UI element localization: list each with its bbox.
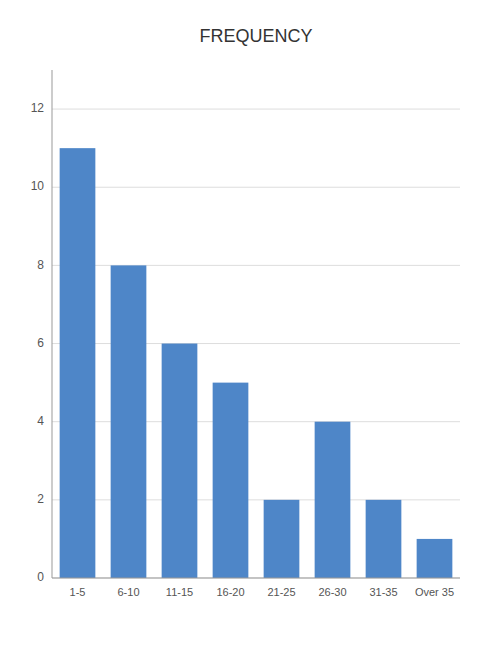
x-tick-label: 21-25 [267, 586, 295, 598]
bars [60, 148, 453, 578]
y-axis-line [52, 70, 53, 578]
y-tick-label: 2 [37, 492, 44, 506]
chart-svg: FREQUENCY 0 2 4 6 8 10 12 1-5 6-10 11-15 16-20 21-25… [0, 0, 480, 648]
x-tick-label: 16-20 [216, 586, 244, 598]
grid-line [52, 109, 460, 110]
bar [366, 500, 402, 578]
bar [162, 344, 198, 578]
x-tick-label: 26-30 [318, 586, 346, 598]
bar [417, 539, 453, 578]
y-tick-label: 12 [31, 101, 45, 115]
bar [264, 500, 300, 578]
bar [60, 148, 96, 578]
y-tick-label: 4 [37, 414, 44, 428]
bar [111, 265, 147, 578]
x-tick-label: 11-15 [166, 586, 193, 598]
x-tick-label: Over 35 [415, 586, 454, 598]
x-axis-line [52, 578, 460, 579]
grid-line [52, 578, 460, 579]
bar [315, 422, 351, 578]
y-tick-label: 6 [37, 336, 44, 350]
x-tick-label: 1-5 [70, 586, 86, 598]
y-tick-label: 0 [37, 570, 44, 584]
y-grid [52, 109, 460, 578]
bar [213, 383, 249, 578]
x-tick-label: 31-35 [369, 586, 397, 598]
chart-container: FREQUENCY 0 2 4 6 8 10 12 1-5 6-10 11-15 16-20 21-25… [0, 0, 480, 648]
grid-line [52, 187, 460, 188]
x-tick-label: 6-10 [117, 586, 139, 598]
y-tick-label: 10 [31, 179, 45, 193]
y-tick-label: 8 [37, 258, 44, 272]
chart-title: FREQUENCY [199, 26, 312, 46]
